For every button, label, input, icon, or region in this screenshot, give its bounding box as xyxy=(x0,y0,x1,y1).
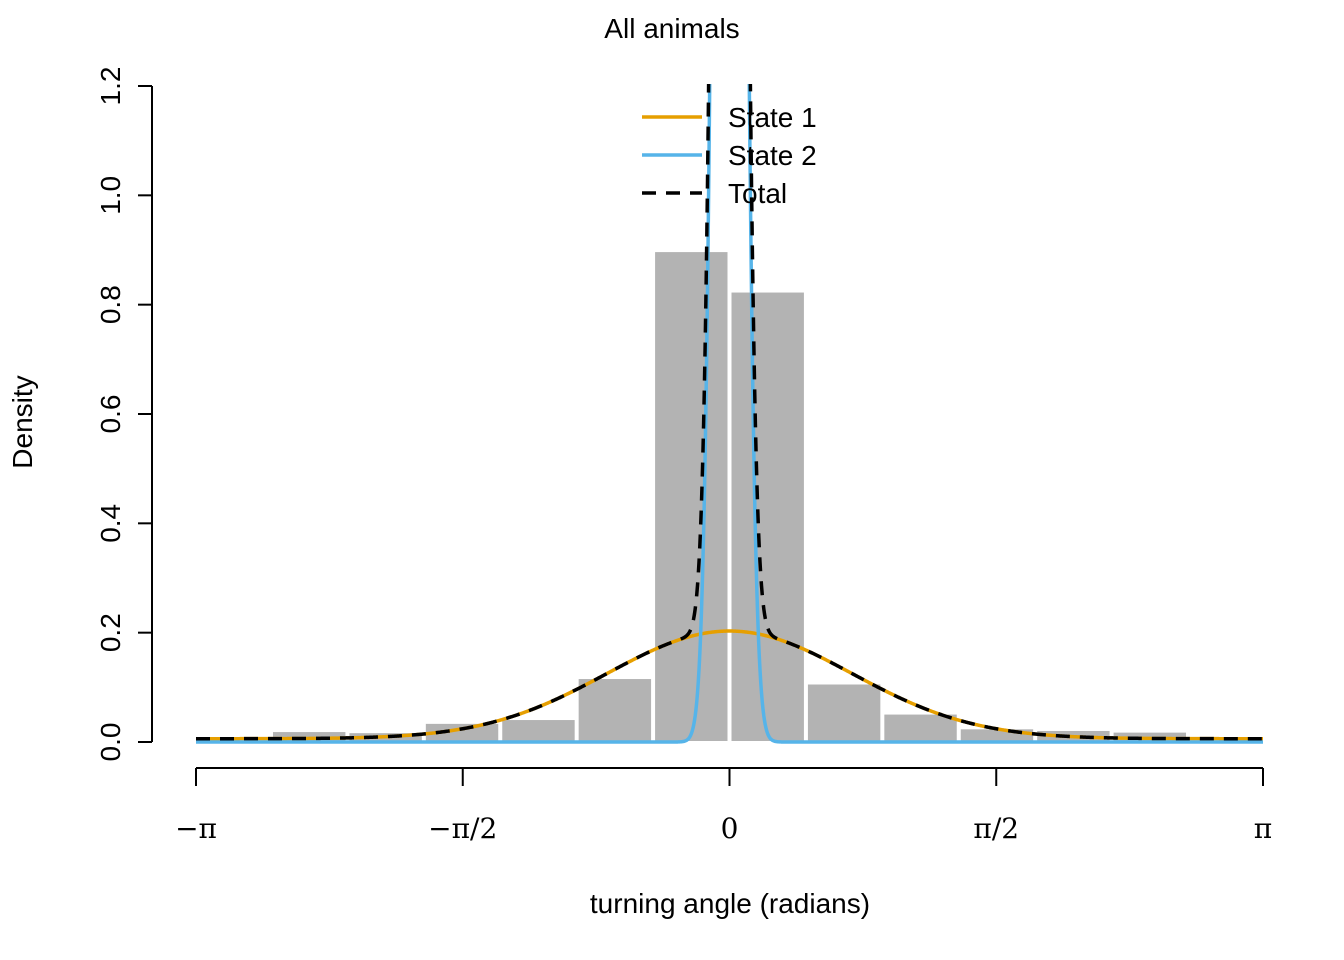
y-tick-label: 1.0 xyxy=(95,176,126,215)
x-tick-label: 0 xyxy=(721,812,739,845)
chart-title: All animals xyxy=(604,13,739,44)
x-tick-label: −π xyxy=(175,812,217,845)
series-line-state-2 xyxy=(196,84,1263,744)
x-axis-label: turning angle (radians) xyxy=(590,888,870,919)
x-axis: −π −π/2 0 π/2 π xyxy=(175,767,1272,845)
legend-label: Total xyxy=(728,178,787,209)
series-line-total xyxy=(196,84,1263,741)
y-axis-label: Density xyxy=(7,375,38,468)
histogram-bar xyxy=(500,718,577,743)
histogram-bar xyxy=(576,677,654,743)
histogram-bar xyxy=(882,712,959,743)
y-tick-label: 0.6 xyxy=(95,395,126,434)
x-tick-label: −π/2 xyxy=(428,812,497,845)
histogram-bar xyxy=(805,682,883,743)
y-tick-label: 1.2 xyxy=(95,67,126,106)
density-curves xyxy=(196,84,1263,744)
y-tick-label: 0.4 xyxy=(95,504,126,543)
legend-label: State 1 xyxy=(728,102,817,133)
y-tick-label: 0.2 xyxy=(95,613,126,652)
y-tick-label: 0.8 xyxy=(95,285,126,324)
x-tick-label: π xyxy=(1254,812,1272,845)
histogram-bar xyxy=(653,250,730,744)
legend: State 1 State 2 Total xyxy=(642,102,817,209)
y-axis: 0.0 0.2 0.4 0.6 0.8 1.0 1.2 xyxy=(95,67,153,762)
series-line-state-1 xyxy=(196,629,1263,741)
histogram-bars xyxy=(270,250,1189,744)
histogram-bar xyxy=(729,290,806,743)
y-tick-label: 0.0 xyxy=(95,723,126,762)
x-tick-label: π/2 xyxy=(973,812,1019,845)
legend-label: State 2 xyxy=(728,140,817,171)
